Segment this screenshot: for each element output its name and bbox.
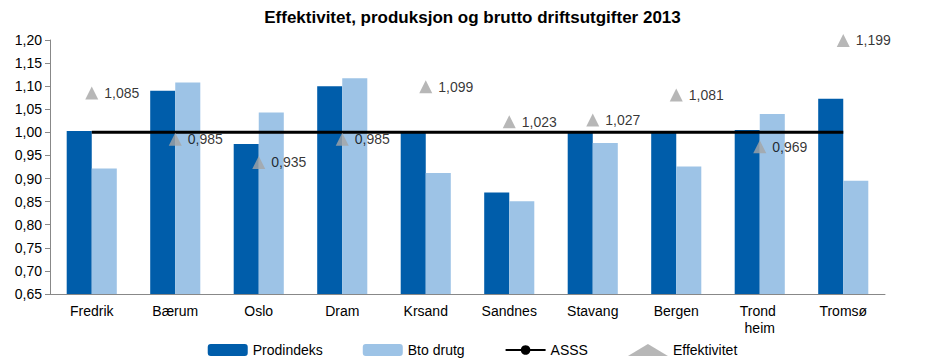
svg-text:0,85: 0,85 (15, 194, 42, 210)
svg-text:1,10: 1,10 (15, 78, 42, 94)
svg-text:Effektivitet, produksjon og br: Effektivitet, produksjon og brutto drift… (264, 8, 681, 27)
svg-text:Tromsø: Tromsø (819, 303, 867, 319)
svg-text:1,099: 1,099 (438, 79, 473, 95)
svg-text:1,00: 1,00 (15, 124, 42, 140)
svg-text:0,90: 0,90 (15, 171, 42, 187)
svg-text:0,985: 0,985 (188, 131, 223, 147)
svg-text:Prodindeks: Prodindeks (253, 342, 323, 358)
svg-text:Stavang: Stavang (567, 303, 618, 319)
svg-text:0,65: 0,65 (15, 286, 42, 302)
svg-text:1,20: 1,20 (15, 32, 42, 48)
svg-text:0,935: 0,935 (271, 154, 306, 170)
svg-text:Sandnes: Sandnes (482, 303, 537, 319)
svg-text:heim: heim (745, 320, 775, 336)
svg-text:0,985: 0,985 (355, 131, 390, 147)
svg-text:Bærum: Bærum (152, 303, 198, 319)
svg-text:1,027: 1,027 (605, 112, 640, 128)
svg-text:1,05: 1,05 (15, 101, 42, 117)
svg-text:0,969: 0,969 (772, 139, 807, 155)
svg-text:Bto drutg: Bto drutg (408, 342, 465, 358)
svg-text:0,95: 0,95 (15, 147, 42, 163)
svg-text:Krsand: Krsand (404, 303, 448, 319)
svg-text:Effektivitet: Effektivitet (673, 342, 737, 358)
svg-text:0,80: 0,80 (15, 217, 42, 233)
svg-text:1,199: 1,199 (856, 32, 891, 48)
svg-text:0,75: 0,75 (15, 240, 42, 256)
svg-text:0,70: 0,70 (15, 263, 42, 279)
svg-text:1,085: 1,085 (104, 85, 139, 101)
svg-text:Trond: Trond (740, 303, 780, 319)
svg-text:1,023: 1,023 (522, 114, 557, 130)
svg-text:Bergen: Bergen (654, 303, 699, 319)
svg-text:Fredrik: Fredrik (70, 303, 115, 319)
svg-text:1,081: 1,081 (689, 87, 724, 103)
svg-text:Oslo: Oslo (244, 303, 273, 319)
svg-text:ASSS: ASSS (551, 342, 588, 358)
svg-text:1,15: 1,15 (15, 55, 42, 71)
svg-text:Dram: Dram (325, 303, 359, 319)
